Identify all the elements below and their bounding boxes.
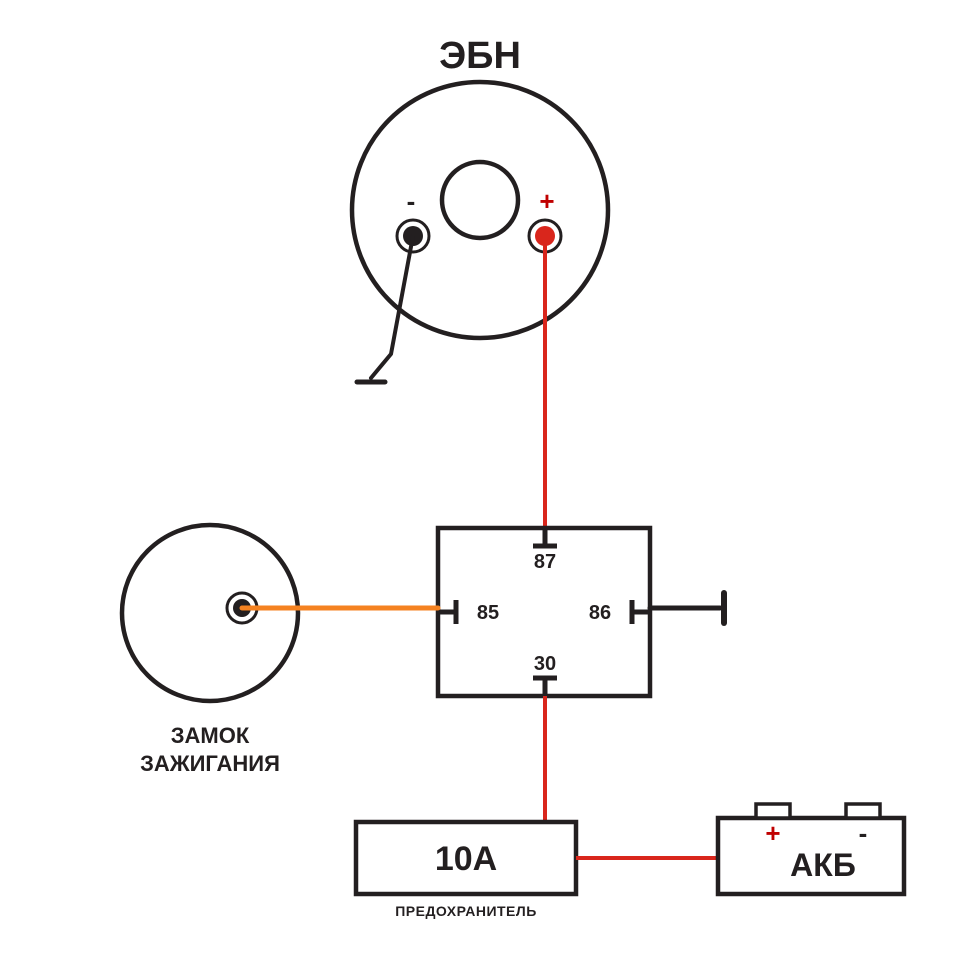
svg-text:-: - bbox=[407, 186, 416, 216]
battery-plus-sign: + bbox=[765, 818, 780, 848]
pump-shaft bbox=[442, 162, 518, 238]
fuse-label: ПРЕДОХРАНИТЕЛЬ bbox=[395, 903, 537, 919]
ignition-body bbox=[122, 525, 298, 701]
svg-text:+: + bbox=[539, 186, 554, 216]
fuse-value: 10А bbox=[435, 840, 497, 878]
pin-87-label: 87 bbox=[534, 551, 556, 573]
battery-label: АКБ bbox=[790, 847, 856, 883]
pin-85-label: 85 bbox=[477, 602, 499, 624]
battery-cap-pos bbox=[756, 804, 790, 818]
battery-minus-sign: - bbox=[859, 818, 868, 848]
pin-30-label: 30 bbox=[534, 653, 556, 675]
ignition-label-2: ЗАЖИГАНИЯ bbox=[140, 751, 280, 776]
pump-title: ЭБН bbox=[439, 35, 521, 77]
battery-cap-neg bbox=[846, 804, 880, 818]
ignition-label-1: ЗАМОК bbox=[171, 723, 250, 748]
pin-86-label: 86 bbox=[589, 602, 611, 624]
